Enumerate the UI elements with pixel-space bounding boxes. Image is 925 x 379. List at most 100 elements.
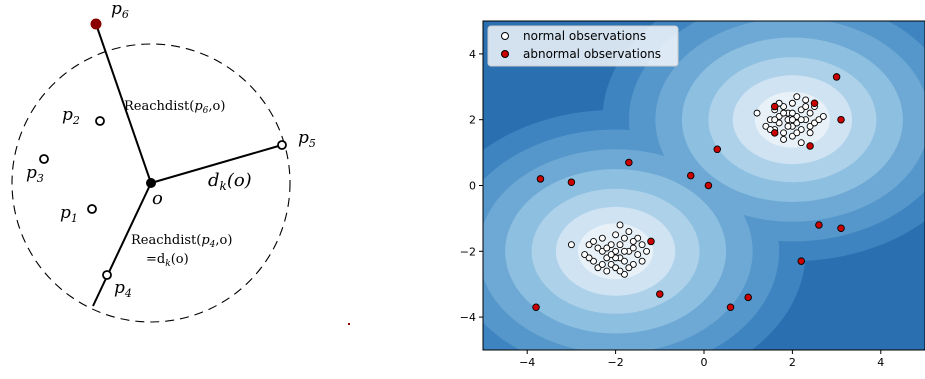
normal-point (811, 103, 818, 110)
normal-point (594, 264, 602, 272)
legend: normal observations abnormal observation… (487, 25, 679, 67)
point-p4-marker (102, 270, 112, 280)
normal-point (788, 116, 796, 124)
normal-point (567, 241, 575, 249)
point-p6-marker (90, 18, 102, 30)
abnormal-point (567, 178, 576, 186)
abnormal-point (647, 237, 655, 246)
contour-band (754, 91, 830, 148)
normal-point (762, 122, 770, 130)
abnormal-point (726, 303, 735, 311)
label-p4: p4 (114, 278, 132, 300)
annotation-reachdist-p4: Reachdist(p4,o) (131, 233, 232, 250)
contour-band (505, 169, 727, 334)
abnormal-point (806, 142, 814, 150)
legend-abnormal-label: abnormal observations (523, 47, 661, 61)
contour-band (655, 21, 925, 222)
normal-point (612, 231, 620, 239)
x-tick-label: 0 (701, 356, 708, 369)
normal-point (775, 99, 783, 107)
normal-point (802, 116, 810, 124)
label-p3: p3 (26, 163, 44, 185)
label-p1: p1 (60, 203, 78, 225)
annotation-equals-dk: =dk(o) (146, 252, 189, 269)
contour-band (578, 223, 654, 280)
legend-abnormal-marker (501, 50, 509, 58)
normal-point (629, 237, 637, 245)
abnormal-points-layer (532, 73, 845, 311)
contour-band (602, 21, 925, 262)
normal-point (802, 103, 810, 110)
stray-mark (348, 323, 350, 325)
annotation-reachdist-p6: Reachdist(p6,o) (124, 99, 225, 116)
normal-point (788, 132, 796, 140)
normal-point (612, 264, 620, 272)
normal-point (806, 122, 814, 130)
annotation-dk: dk(o) (208, 170, 252, 193)
normal-point (616, 254, 624, 262)
normal-point (784, 109, 792, 117)
k-distance-circle (11, 43, 291, 323)
normal-point (612, 247, 620, 255)
normal-point (629, 261, 637, 268)
normal-point (775, 112, 783, 120)
normal-point (625, 247, 633, 255)
contour-band (483, 109, 806, 350)
line-o-to-p6 (95, 23, 152, 184)
contour-background (483, 21, 925, 350)
normal-point (784, 116, 792, 124)
normal-point (771, 106, 779, 114)
normal-point (616, 241, 624, 249)
contour-band (483, 129, 780, 350)
normal-point (585, 254, 593, 262)
normal-point (620, 270, 628, 278)
axis-ticks: −4 −2 0 2 4 −4 −2 0 2 4 (460, 48, 885, 369)
normal-point (643, 247, 650, 255)
normal-point (603, 244, 611, 252)
y-tick-label: −2 (460, 245, 476, 258)
x-tick-label: 4 (877, 356, 884, 369)
x-tick-label: 2 (789, 356, 796, 369)
normal-point (625, 264, 633, 272)
contour-band (628, 21, 925, 242)
abnormal-point (810, 99, 819, 107)
normal-point (793, 119, 801, 127)
normal-point (634, 251, 642, 259)
abnormal-point (744, 293, 752, 302)
normal-point (802, 96, 810, 104)
normal-point (788, 109, 796, 117)
normal-point (603, 267, 611, 275)
normal-point (784, 122, 792, 130)
abnormal-point (713, 145, 722, 154)
abnormal-point (532, 303, 540, 311)
normal-point (598, 234, 606, 242)
y-tick-label: 4 (469, 48, 476, 61)
density-contours (483, 21, 925, 350)
legend-normal-marker (501, 32, 509, 40)
point-p1-marker (87, 204, 97, 214)
normal-point (603, 254, 611, 262)
x-tick-label: −4 (519, 356, 535, 369)
normal-point (616, 267, 624, 275)
normal-point (771, 126, 779, 134)
normal-point (806, 129, 814, 137)
normal-point (620, 257, 628, 265)
normal-point (797, 106, 805, 114)
normal-point (793, 129, 801, 137)
normal-point (797, 116, 805, 124)
abnormal-point (837, 224, 845, 233)
normal-point (771, 116, 779, 124)
contour-band (555, 206, 676, 296)
normal-point (629, 244, 637, 252)
abnormal-point (770, 102, 779, 111)
y-tick-label: 2 (469, 114, 476, 127)
normal-point (797, 126, 805, 134)
normal-point (780, 109, 788, 117)
point-o-marker (146, 178, 156, 188)
normal-point (585, 241, 593, 249)
contour-band (681, 37, 903, 202)
abnormal-point (832, 73, 841, 81)
normal-point (590, 257, 597, 265)
abnormal-point (770, 129, 779, 137)
point-p2-marker (95, 116, 105, 126)
